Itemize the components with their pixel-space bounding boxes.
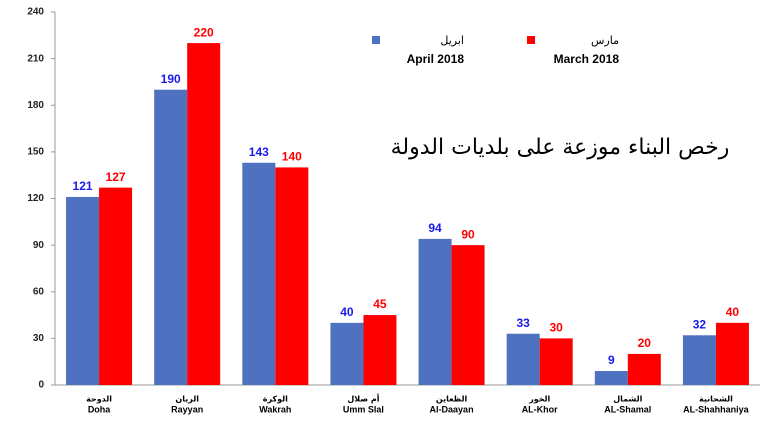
x-tick-label: AL-Khor: [522, 404, 558, 414]
x-tick-label-ar: الوكرة: [263, 395, 288, 404]
value-label: 40: [726, 305, 740, 319]
value-label: 20: [638, 336, 652, 350]
x-tick-label-ar: الشمال: [613, 395, 642, 404]
value-label: 121: [73, 179, 93, 193]
bar: [627, 353, 661, 385]
bar: [363, 315, 397, 385]
x-tick-label-ar: الدوحة: [86, 395, 112, 404]
bar: [154, 89, 188, 385]
legend-label-ar: مارس: [591, 34, 619, 47]
bar: [275, 167, 309, 385]
bar: [99, 187, 133, 385]
x-tick-label: Al-Daayan: [430, 404, 474, 414]
chart-title: رخص البناء موزعة على بلديات الدولة: [391, 135, 730, 160]
bar: [418, 238, 452, 385]
x-tick-label: Doha: [88, 404, 111, 414]
x-tick-label-ar: الخور: [528, 395, 550, 404]
x-tick-label: Umm Slal: [343, 404, 384, 414]
value-label: 33: [517, 316, 531, 330]
y-tick-label: 0: [38, 380, 44, 391]
legend-swatch: [372, 36, 380, 44]
x-tick-label-ar: أم صلال: [347, 394, 379, 404]
legend-label-ar: ابريل: [440, 34, 464, 47]
value-label: 90: [461, 227, 475, 241]
x-tick-label-ar: الشحانية: [699, 395, 733, 404]
y-tick-label: 90: [33, 240, 45, 251]
legend-swatch: [527, 36, 535, 44]
y-tick-label: 150: [27, 147, 44, 158]
bar: [715, 322, 749, 385]
x-tick-label: AL-Shamal: [604, 404, 651, 414]
y-tick-label: 210: [27, 53, 44, 64]
bar: [330, 322, 364, 385]
value-label: 45: [373, 297, 387, 311]
x-tick-label: Rayyan: [171, 404, 203, 414]
bar: [66, 196, 100, 385]
value-label: 190: [161, 72, 181, 86]
y-tick-label: 180: [27, 100, 44, 111]
bar: [682, 335, 716, 385]
value-label: 30: [550, 321, 564, 335]
bar: [242, 162, 276, 385]
legend-label: March 2018: [554, 52, 620, 66]
value-label: 94: [428, 221, 442, 235]
bar: [594, 371, 628, 385]
bar: [539, 338, 573, 385]
value-label: 127: [106, 170, 126, 184]
x-tick-label: AL-Shahhaniya: [683, 404, 750, 414]
value-label: 143: [249, 145, 269, 159]
bar: [506, 333, 540, 385]
value-label: 32: [693, 317, 707, 331]
y-tick-label: 30: [33, 333, 45, 344]
value-label: 220: [194, 25, 214, 39]
value-label: 9: [608, 353, 615, 367]
value-label: 40: [340, 305, 354, 319]
x-tick-label-ar: الظعاين: [436, 395, 468, 404]
bar: [451, 245, 485, 385]
legend-label: April 2018: [407, 52, 465, 66]
x-tick-label-ar: الريان: [175, 395, 199, 404]
value-label: 140: [282, 150, 302, 164]
y-tick-label: 60: [33, 286, 45, 297]
y-tick-label: 120: [27, 193, 44, 204]
bar: [187, 43, 221, 385]
x-tick-label: Wakrah: [259, 404, 291, 414]
y-tick-label: 240: [27, 7, 44, 18]
